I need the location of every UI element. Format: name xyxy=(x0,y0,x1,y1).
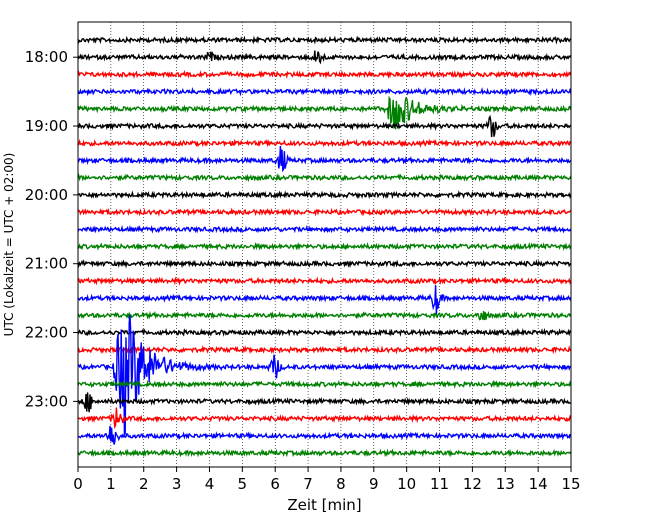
seismic-trace xyxy=(77,95,572,130)
y-axis: 18:00 19:00 20:00 21:00 22:00 23:00 xyxy=(25,48,78,410)
x-tick-label: 11 xyxy=(430,475,449,493)
x-tick-label: 2 xyxy=(139,475,149,493)
seismic-trace xyxy=(77,241,572,252)
seismic-trace xyxy=(77,86,572,97)
x-tick-label: 0 xyxy=(73,475,83,493)
seismic-trace xyxy=(77,224,572,234)
x-tick-label: 8 xyxy=(336,475,346,493)
x-tick-label: 5 xyxy=(238,475,248,493)
x-tick-label: 1 xyxy=(106,475,116,493)
x-tick-label: 3 xyxy=(172,475,182,493)
seismic-trace xyxy=(77,35,572,45)
seismic-trace xyxy=(77,276,572,286)
x-tick-label: 4 xyxy=(205,475,215,493)
y-tick-label: 21:00 xyxy=(25,255,68,273)
seismic-trace xyxy=(77,50,572,65)
seismic-trace xyxy=(77,259,572,269)
seismic-trace xyxy=(77,392,571,413)
seismic-traces xyxy=(77,35,572,458)
plot-frame xyxy=(77,21,572,468)
seismic-trace xyxy=(77,207,572,217)
x-tick-label: 12 xyxy=(463,475,482,493)
seismic-trace xyxy=(77,379,572,389)
y-axis-label: UTC (Lokalzeit = UTC + 02:00) xyxy=(2,153,16,337)
seismic-trace xyxy=(77,285,572,315)
seismic-trace xyxy=(77,189,572,200)
seismic-trace xyxy=(77,407,572,430)
y-tick-label: 23:00 xyxy=(25,392,68,410)
x-tick-label: 15 xyxy=(561,475,580,493)
seismic-trace xyxy=(77,327,572,337)
y-tick-label: 19:00 xyxy=(25,117,68,135)
x-axis-label: Zeit [min] xyxy=(287,496,361,514)
x-tick-label: 13 xyxy=(496,475,515,493)
seismic-trace xyxy=(77,448,572,458)
y-tick-label: 22:00 xyxy=(25,324,68,342)
x-tick-label: 9 xyxy=(369,475,379,493)
x-tick-label: 10 xyxy=(397,475,416,493)
seismic-trace xyxy=(77,114,572,138)
x-axis: 0 1 2 3 4 5 6 7 8 9 10 11 12 13 14 15 xyxy=(73,467,581,493)
y-tick-label: 18:00 xyxy=(25,48,68,66)
seismic-trace xyxy=(77,145,572,173)
y-tick-label: 20:00 xyxy=(25,186,68,204)
seismic-trace xyxy=(77,310,572,321)
x-tick-label: 14 xyxy=(529,475,548,493)
seismic-trace xyxy=(77,425,572,445)
seismic-trace xyxy=(77,69,572,80)
x-tick-label: 6 xyxy=(270,475,280,493)
x-tick-label: 7 xyxy=(303,475,313,493)
seismic-trace xyxy=(77,173,572,183)
seismic-trace xyxy=(77,344,571,355)
seismic-trace xyxy=(77,314,571,436)
seismic-trace xyxy=(77,138,572,148)
